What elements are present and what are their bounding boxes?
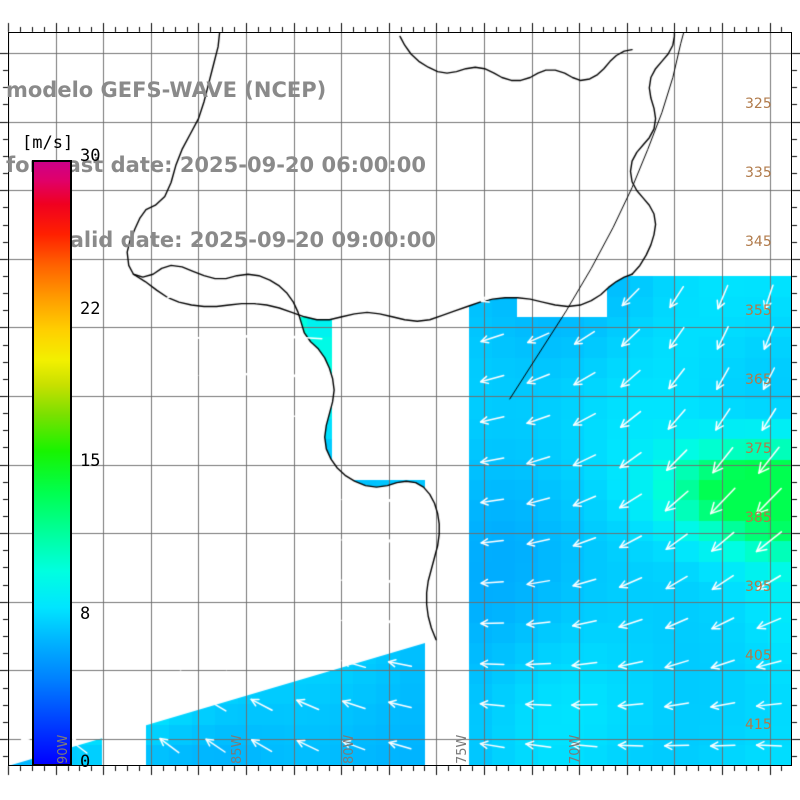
y-axis-label-3: 355 — [745, 303, 772, 319]
colorbar[interactable] — [32, 160, 72, 766]
y-axis-label-5: 375 — [745, 441, 772, 457]
x-axis-label-3: 75W — [455, 734, 470, 764]
y-axis-label-4: 365 — [745, 372, 772, 388]
colorbar-tick-0: 0 — [80, 752, 91, 772]
title-line-valid-date: valid date: 2025-09-20 09:00:00 — [56, 228, 436, 252]
x-axis-label-2: 80W — [342, 734, 357, 764]
title-line-model: modelo GEFS-WAVE (NCEP) — [6, 78, 327, 102]
colorbar-tick-8: 8 — [80, 604, 91, 624]
x-axis-label-1: 85W — [230, 734, 245, 764]
x-axis-label-4: 70W — [568, 734, 583, 764]
y-axis-label-6: 385 — [745, 510, 772, 526]
title-line-forecast-date: forecast date: 2025-09-20 06:00:00 — [6, 153, 426, 177]
colorbar-tick-22: 22 — [80, 299, 101, 319]
colorbar-tick-30: 30 — [80, 146, 101, 166]
y-axis-label-9: 415 — [745, 717, 772, 733]
colorbar-gradient — [32, 160, 72, 766]
y-axis-label-0: 325 — [745, 96, 772, 112]
y-axis-label-2: 345 — [745, 234, 772, 250]
colorbar-unit-label: [m/s] — [22, 133, 74, 153]
y-axis-label-8: 405 — [745, 648, 772, 664]
figure-title: modelo GEFS-WAVE (NCEP) forecast date: 2… — [0, 28, 520, 303]
x-axis-label-0: 90W — [56, 734, 71, 764]
colorbar-tick-15: 15 — [80, 451, 101, 471]
y-axis-label-1: 335 — [745, 165, 772, 181]
y-axis-label-7: 395 — [745, 579, 772, 595]
